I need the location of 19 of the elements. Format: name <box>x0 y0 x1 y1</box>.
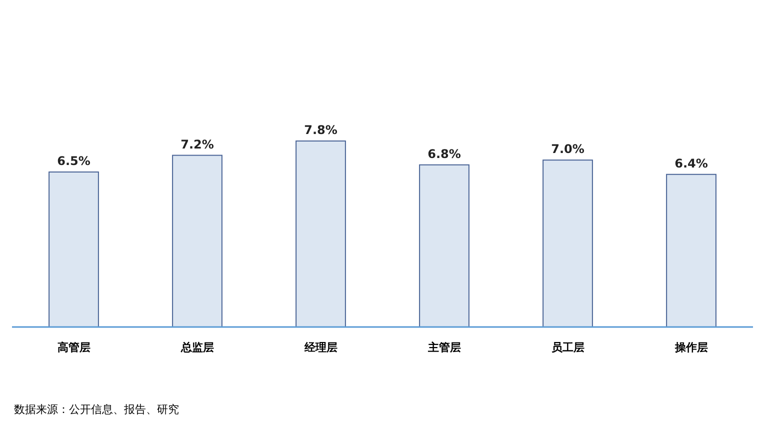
bar <box>172 154 222 328</box>
bar <box>542 160 593 328</box>
x-tick-label: 经理层 <box>303 341 338 354</box>
data-label: 6.8% <box>428 146 461 161</box>
data-label: 7.8% <box>304 123 338 137</box>
bar <box>666 174 716 328</box>
data-label: 6.4% <box>674 156 708 170</box>
bar <box>419 164 470 328</box>
x-tick-label: 高管层 <box>57 341 90 354</box>
data-label: 6.5% <box>57 154 90 168</box>
x-tick-label: 总监层 <box>180 341 214 354</box>
x-tick-label: 员工层 <box>551 341 584 354</box>
x-tick-label: 主管层 <box>426 341 461 354</box>
data-label: 7.2% <box>180 137 214 152</box>
bar <box>296 140 346 328</box>
data-label: 7.0% <box>551 142 584 156</box>
bar <box>48 172 99 328</box>
x-tick-label: 操作层 <box>674 341 708 354</box>
source-note: 数据来源：公开信息、报告、研究 <box>14 403 179 416</box>
